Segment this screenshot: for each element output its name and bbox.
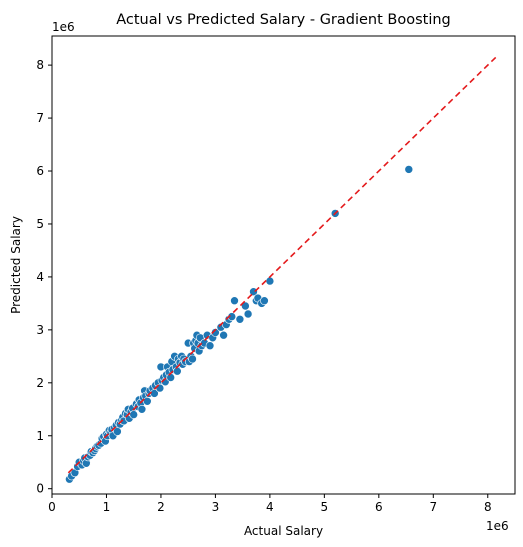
data-point <box>143 396 152 406</box>
y-tick-label: 7 <box>36 111 44 125</box>
x-tick-label: 4 <box>266 500 274 514</box>
y-tick-label: 8 <box>36 58 44 72</box>
y-tick-label: 3 <box>36 323 44 337</box>
data-point <box>205 341 215 351</box>
x-axis-ticks: 0 1 2 3 4 5 6 7 8 <box>48 494 492 514</box>
plot-area <box>51 35 516 495</box>
y-tick-label: 2 <box>36 376 44 390</box>
plot-frame <box>51 35 516 495</box>
data-point <box>260 296 269 306</box>
y-tick-label: 5 <box>36 217 44 231</box>
data-point <box>173 366 182 376</box>
x-axis-offset-label: 1e6 <box>486 519 509 533</box>
data-point <box>235 314 245 324</box>
data-point <box>166 373 175 382</box>
data-point <box>129 410 138 419</box>
data-points <box>65 165 414 484</box>
data-point <box>155 383 165 393</box>
x-tick-label: 3 <box>212 500 220 514</box>
y-tick-label: 6 <box>36 164 44 178</box>
data-point <box>211 328 220 337</box>
x-tick-label: 7 <box>429 500 437 514</box>
y-tick-label: 4 <box>36 270 44 284</box>
x-axis-label: Actual Salary <box>244 524 323 538</box>
y-axis-label: Predicted Salary <box>9 216 23 314</box>
data-point <box>113 427 122 436</box>
data-point <box>241 301 250 311</box>
x-tick-label: 8 <box>484 500 492 514</box>
data-point <box>137 404 147 414</box>
x-tick-label: 1 <box>103 500 111 514</box>
y-tick-label: 0 <box>36 482 44 496</box>
data-point <box>227 312 237 321</box>
x-tick-label: 0 <box>48 500 56 514</box>
data-point <box>404 165 414 174</box>
chart-title: Actual vs Predicted Salary - Gradient Bo… <box>116 12 451 28</box>
x-tick-label: 5 <box>321 500 329 514</box>
y-axis-offset-label: 1e6 <box>52 20 75 34</box>
data-point <box>188 354 197 364</box>
data-point <box>265 276 275 286</box>
data-point <box>243 309 253 319</box>
data-point <box>230 296 239 306</box>
data-point <box>249 287 258 297</box>
y-axis-ticks: 0 1 2 3 4 5 6 7 8 <box>36 58 52 496</box>
y-tick-label: 1 <box>36 429 44 443</box>
data-point <box>219 330 228 340</box>
x-tick-label: 2 <box>157 500 165 514</box>
x-tick-label: 6 <box>375 500 383 514</box>
